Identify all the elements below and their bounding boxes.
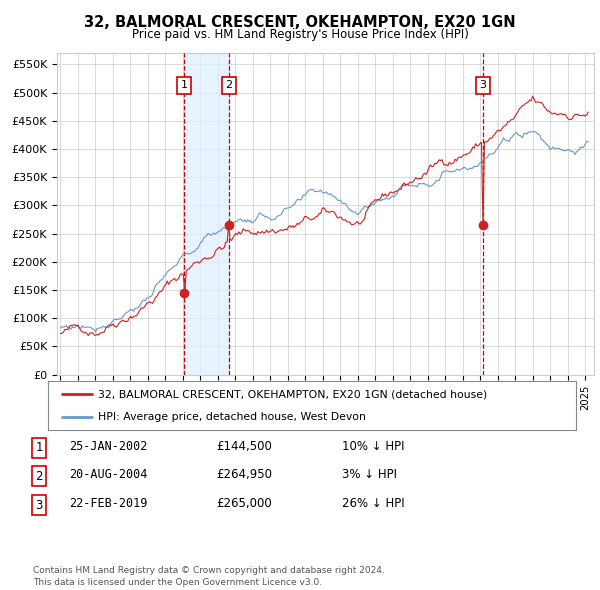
Text: 2: 2 xyxy=(226,80,233,90)
Text: £144,500: £144,500 xyxy=(216,440,272,453)
Text: 1: 1 xyxy=(181,80,188,90)
Text: 32, BALMORAL CRESCENT, OKEHAMPTON, EX20 1GN: 32, BALMORAL CRESCENT, OKEHAMPTON, EX20 … xyxy=(84,15,516,30)
Text: 3: 3 xyxy=(35,499,43,512)
Text: 3% ↓ HPI: 3% ↓ HPI xyxy=(342,468,397,481)
Text: 20-AUG-2004: 20-AUG-2004 xyxy=(69,468,148,481)
Text: 22-FEB-2019: 22-FEB-2019 xyxy=(69,497,148,510)
Text: 32, BALMORAL CRESCENT, OKEHAMPTON, EX20 1GN (detached house): 32, BALMORAL CRESCENT, OKEHAMPTON, EX20 … xyxy=(98,389,487,399)
Text: 25-JAN-2002: 25-JAN-2002 xyxy=(69,440,148,453)
Text: £265,000: £265,000 xyxy=(216,497,272,510)
Text: 26% ↓ HPI: 26% ↓ HPI xyxy=(342,497,404,510)
Text: Price paid vs. HM Land Registry's House Price Index (HPI): Price paid vs. HM Land Registry's House … xyxy=(131,28,469,41)
Text: HPI: Average price, detached house, West Devon: HPI: Average price, detached house, West… xyxy=(98,412,366,422)
Text: £264,950: £264,950 xyxy=(216,468,272,481)
Text: 10% ↓ HPI: 10% ↓ HPI xyxy=(342,440,404,453)
Text: 3: 3 xyxy=(479,80,486,90)
Text: Contains HM Land Registry data © Crown copyright and database right 2024.
This d: Contains HM Land Registry data © Crown c… xyxy=(33,566,385,587)
Text: 1: 1 xyxy=(35,441,43,454)
Bar xyxy=(184,53,229,375)
Text: 2: 2 xyxy=(35,470,43,483)
